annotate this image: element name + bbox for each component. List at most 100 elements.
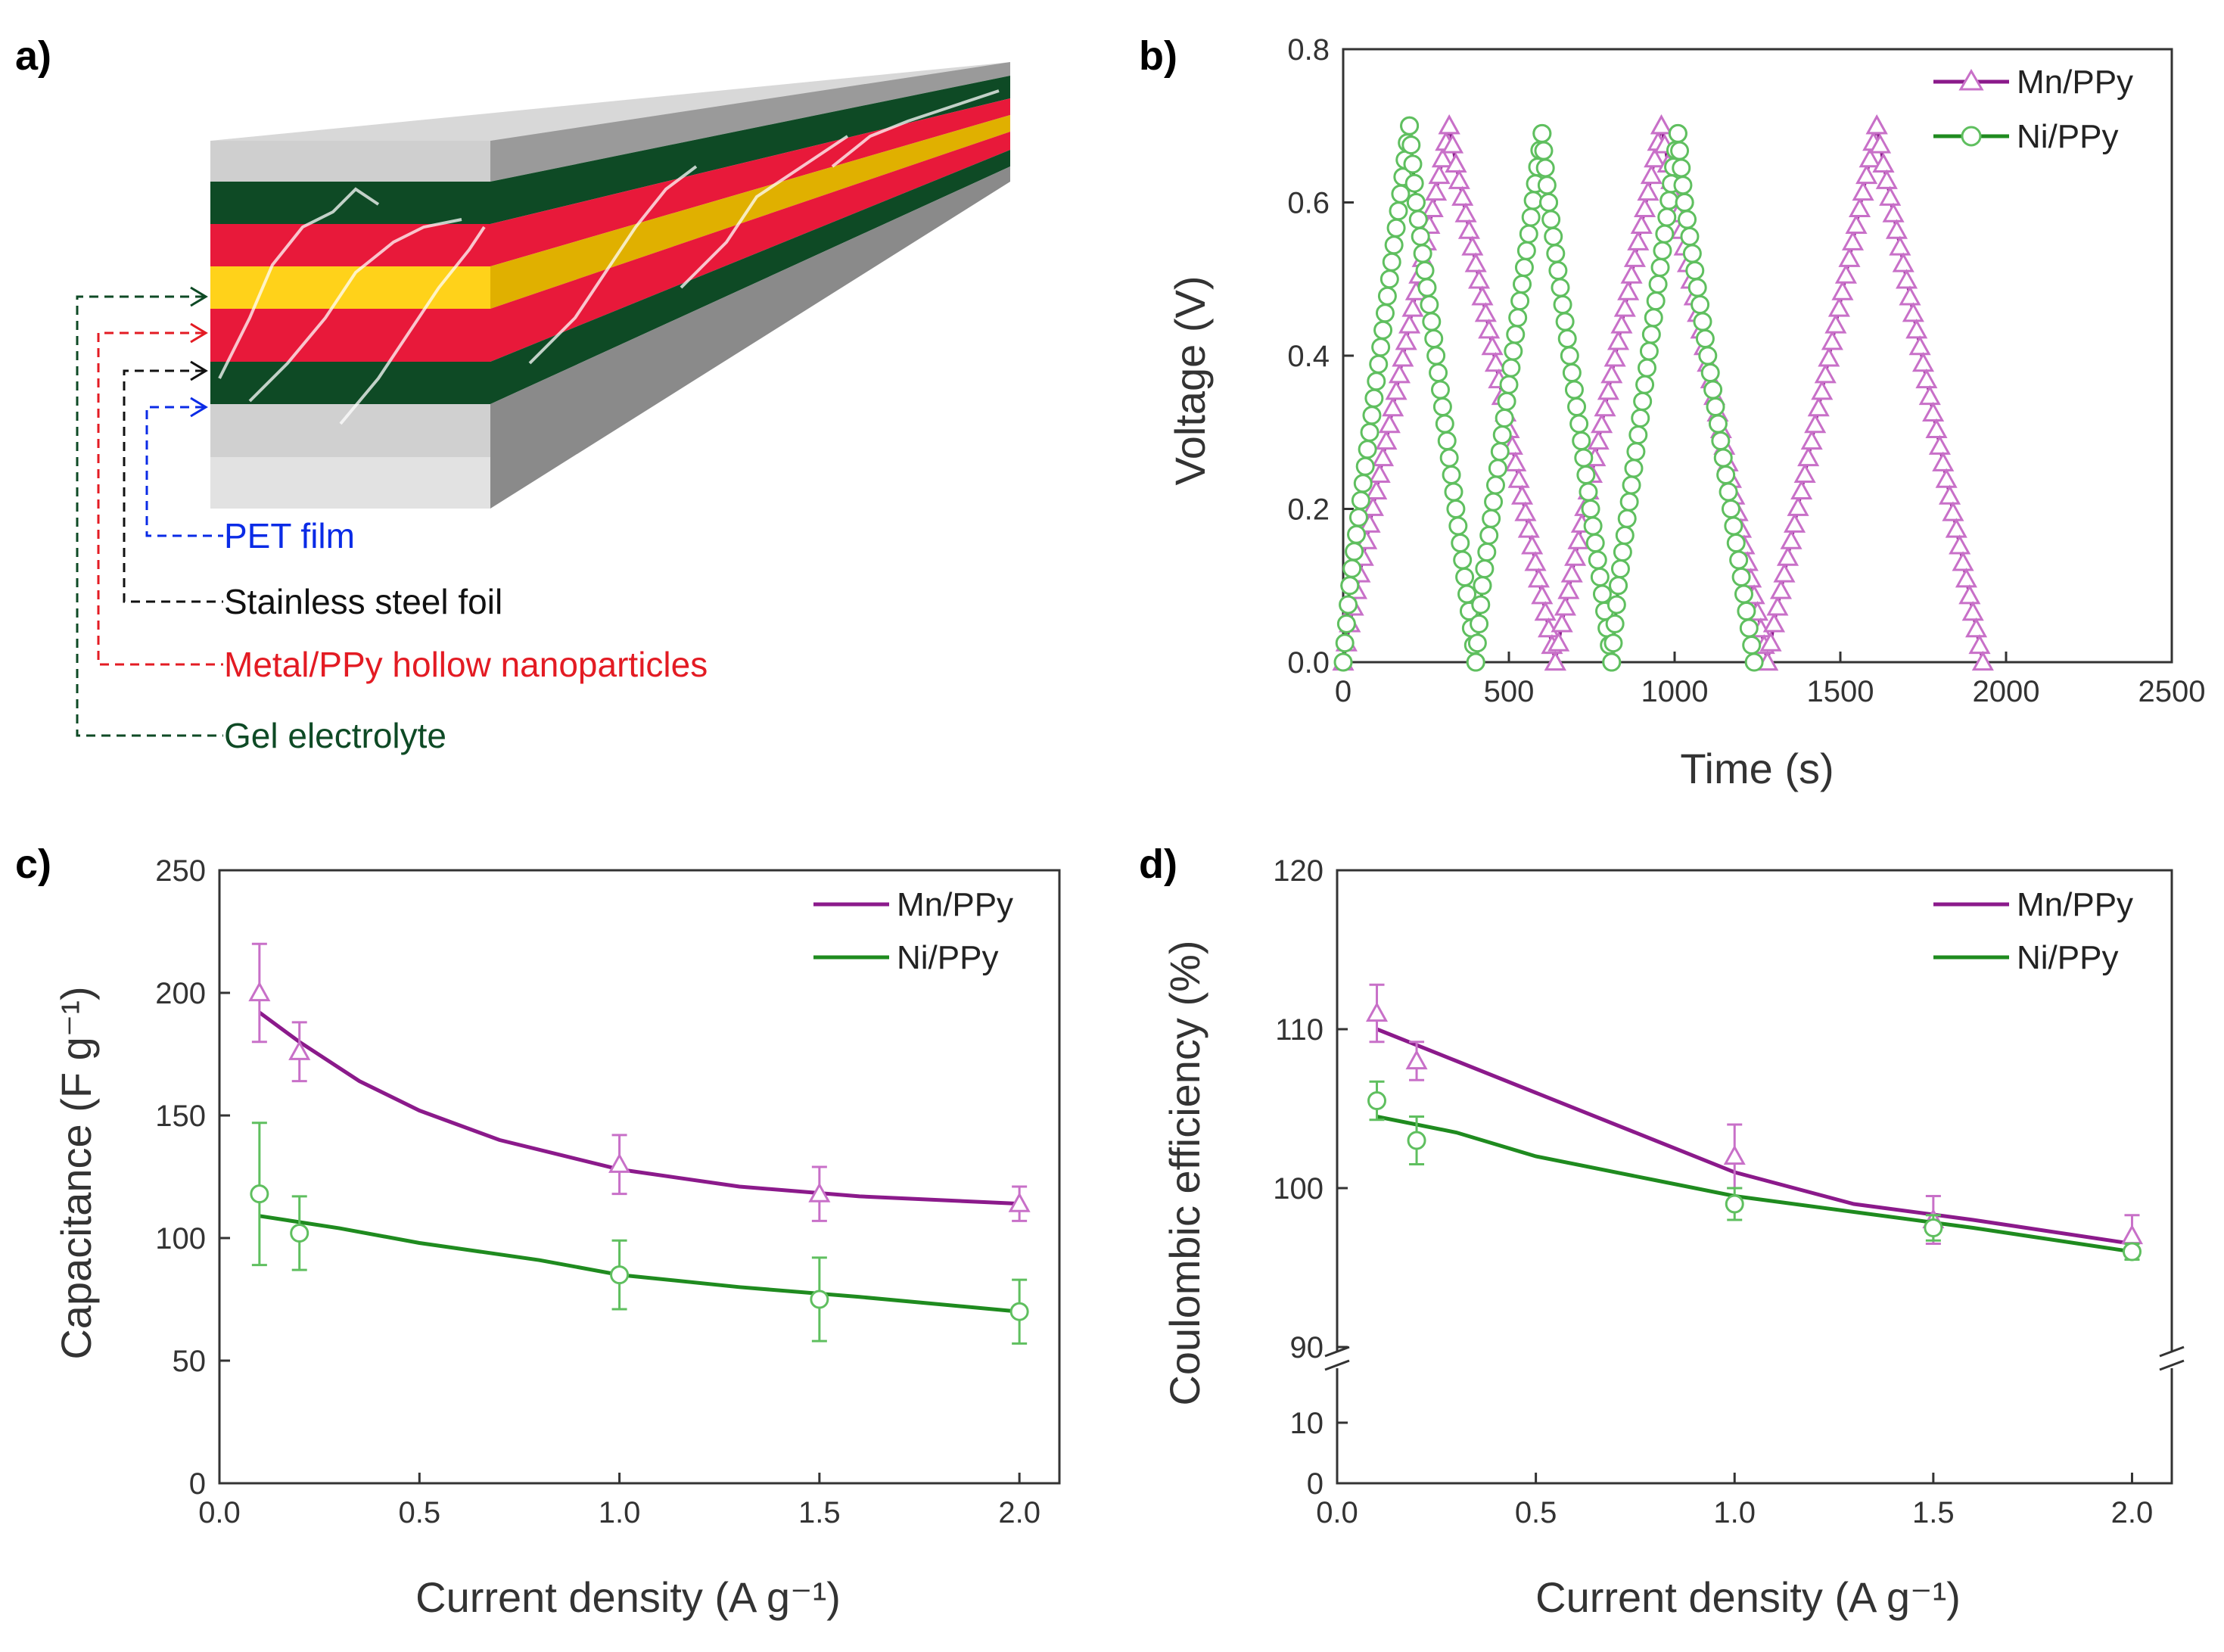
b-marker-mn bbox=[1831, 280, 1854, 300]
b-y-tick-label: 0.8 bbox=[1287, 33, 1330, 67]
b-marker-ni bbox=[1475, 559, 1495, 579]
b-marker-mn bbox=[1504, 451, 1527, 471]
b-marker-mn bbox=[1564, 546, 1587, 566]
b-marker-mn bbox=[1431, 148, 1454, 168]
metal-ppy-side-top bbox=[490, 98, 1010, 266]
b-marker-mn bbox=[1603, 347, 1626, 367]
b-marker-ni bbox=[1631, 409, 1650, 428]
d-series bbox=[1365, 983, 2144, 1262]
b-marker-ni bbox=[1703, 380, 1723, 400]
b-marker-mn bbox=[1821, 330, 1843, 350]
b-marker-mn bbox=[1365, 479, 1388, 499]
b-marker-mn bbox=[1899, 285, 1921, 306]
b-marker-ni bbox=[1602, 652, 1622, 672]
b-marker-mn bbox=[1640, 163, 1663, 185]
gel-front-bottom bbox=[210, 362, 490, 404]
b-marker-ni bbox=[1492, 425, 1512, 445]
b-marker-ni bbox=[1603, 633, 1623, 653]
gel-side-top bbox=[490, 76, 1010, 224]
b-marker-ni bbox=[1485, 475, 1505, 495]
b-marker-mn bbox=[1531, 584, 1554, 605]
b-marker-ni bbox=[1400, 116, 1420, 135]
b-marker-ni bbox=[1375, 303, 1395, 323]
b-marker-ni bbox=[1639, 341, 1659, 361]
b-marker-ni bbox=[1551, 278, 1570, 297]
b-marker-mn bbox=[1644, 148, 1666, 168]
callout-line-metal bbox=[97, 331, 223, 666]
b-marker-mn bbox=[1942, 501, 1964, 521]
panel-label-a: a) bbox=[15, 33, 51, 79]
b-marker-mn bbox=[1834, 263, 1857, 284]
b-marker-ni bbox=[1358, 440, 1377, 459]
c-legend-label-mn: Mn/PPy bbox=[897, 886, 1013, 923]
callout-line-gel bbox=[76, 295, 223, 737]
steel-foil-side bbox=[490, 115, 1010, 309]
b-marker-mn bbox=[1607, 330, 1630, 350]
c-y-tick-label: 100 bbox=[155, 1222, 206, 1255]
c-series bbox=[248, 942, 1031, 1345]
b-marker-ni bbox=[1635, 375, 1655, 394]
b-marker-ni bbox=[1716, 465, 1736, 484]
d-point-ni bbox=[1407, 1131, 1426, 1150]
panel-b: b) 0 500 1000 1500 2000 2500 0.00.20.40.60.8 … bbox=[1139, 33, 2205, 792]
c-y-tick-labels: 0 50 100 150 200 250 bbox=[155, 854, 206, 1501]
b-marker-ni bbox=[1413, 244, 1432, 263]
b-x-tick-label: 1000 bbox=[1641, 675, 1709, 708]
b-marker-ni bbox=[1508, 308, 1528, 328]
b-marker-mn bbox=[1398, 313, 1421, 334]
b-marker-ni bbox=[1340, 576, 1360, 596]
callout-line-steel bbox=[123, 369, 223, 603]
label-pet-film: PET film bbox=[224, 516, 355, 555]
b-marker-ni bbox=[1471, 595, 1491, 614]
d-legend-label-ni: Ni/PPy bbox=[2017, 939, 2118, 976]
c-y-tick-label: 0 bbox=[189, 1467, 206, 1501]
steel-foil-front bbox=[210, 266, 490, 309]
b-marker-ni bbox=[1673, 176, 1693, 195]
b-marker-mn bbox=[1804, 413, 1827, 434]
b-marker-mn bbox=[1849, 197, 1871, 218]
b-marker-mn bbox=[1510, 484, 1534, 505]
b-marker-ni bbox=[1345, 542, 1364, 562]
b-marker-mn bbox=[1949, 534, 1971, 555]
metal-ppy-front-bottom bbox=[210, 309, 490, 362]
b-marker-mn bbox=[1375, 429, 1398, 450]
b-marker-mn bbox=[1425, 180, 1448, 201]
b-y-tick-label: 0.6 bbox=[1287, 187, 1330, 220]
b-marker-ni bbox=[1435, 414, 1454, 434]
b-marker-mn bbox=[1468, 269, 1491, 289]
b-marker-mn bbox=[1961, 601, 1984, 621]
c-x-axis-title: Current density (A g⁻¹) bbox=[415, 1573, 841, 1621]
d-legend: Mn/PPy Ni/PPy bbox=[1933, 886, 2133, 976]
d-point-mn bbox=[1723, 1144, 1746, 1165]
b-marker-mn bbox=[1421, 197, 1444, 218]
b-marker-mn bbox=[1478, 319, 1501, 339]
d-x-tick-labels: 0.0 0.5 1.0 1.5 2.0 bbox=[1316, 1496, 2153, 1529]
c-point-mn bbox=[1008, 1192, 1031, 1212]
d-x-tick-label: 2.0 bbox=[2111, 1496, 2154, 1529]
b-marker-ni bbox=[1555, 312, 1575, 331]
b-marker-ni bbox=[1403, 154, 1423, 174]
b-marker-ni bbox=[1477, 543, 1497, 562]
c-y-tick-label: 200 bbox=[155, 977, 206, 1010]
b-marker-ni bbox=[1731, 568, 1751, 586]
b-marker-ni bbox=[1377, 286, 1397, 306]
b-marker-mn bbox=[1623, 247, 1646, 267]
b-marker-ni bbox=[1389, 201, 1408, 221]
d-point-mn bbox=[2120, 1224, 2144, 1245]
d-axis-break-mark-left bbox=[1324, 1346, 1350, 1358]
b-marker-mn bbox=[1557, 579, 1580, 599]
b-marker-ni bbox=[1541, 210, 1561, 229]
d-fit-line-Mn/PPy bbox=[1376, 1027, 2132, 1246]
b-marker-ni bbox=[1369, 354, 1389, 374]
b-legend-marker-mn bbox=[1958, 69, 1984, 91]
b-marker-ni bbox=[1624, 459, 1644, 478]
b-marker-ni bbox=[1734, 584, 1753, 604]
b-marker-ni bbox=[1613, 543, 1632, 562]
b-marker-ni bbox=[1585, 534, 1605, 552]
b-marker-ni bbox=[1495, 409, 1514, 428]
b-marker-ni bbox=[1675, 193, 1694, 212]
b-marker-ni bbox=[1429, 363, 1448, 382]
b-marker-ni bbox=[1657, 207, 1677, 227]
callout-arrowheads bbox=[190, 286, 208, 418]
